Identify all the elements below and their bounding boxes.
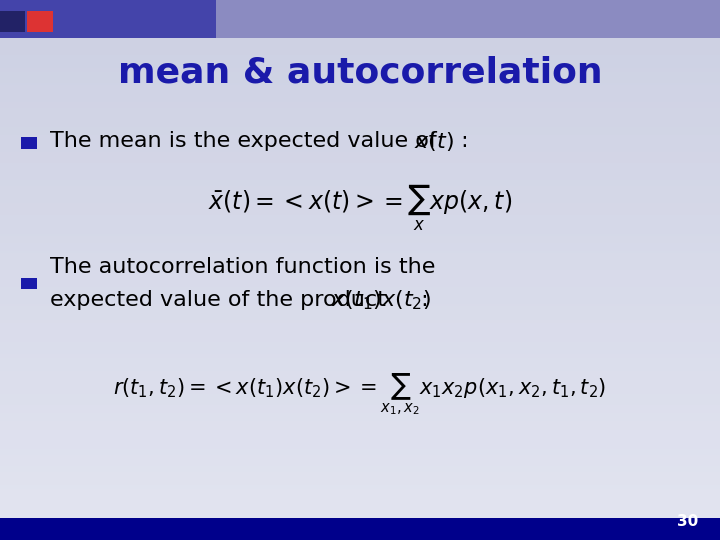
- Text: expected value of the product: expected value of the product: [50, 289, 393, 310]
- FancyBboxPatch shape: [27, 11, 53, 32]
- Text: The mean is the expected value of: The mean is the expected value of: [50, 131, 444, 152]
- FancyBboxPatch shape: [21, 137, 37, 149]
- Text: $\bar{x}(t) =< x(t) >= \sum_{x} xp(x,t)$: $\bar{x}(t) =< x(t) >= \sum_{x} xp(x,t)$: [208, 183, 512, 233]
- Text: :: :: [414, 289, 428, 310]
- Text: :: :: [454, 131, 468, 152]
- FancyBboxPatch shape: [216, 0, 720, 38]
- FancyBboxPatch shape: [0, 11, 25, 32]
- Text: 30: 30: [677, 514, 698, 529]
- Text: $x(t)$: $x(t)$: [414, 130, 454, 153]
- FancyBboxPatch shape: [0, 518, 720, 540]
- Text: $r(t_1,t_2) =< x(t_1)x(t_2) >= \sum_{x_1,x_2} x_1 x_2 p(x_1, x_2, t_1, t_2)$: $r(t_1,t_2) =< x(t_1)x(t_2) >= \sum_{x_1…: [113, 372, 607, 417]
- FancyBboxPatch shape: [0, 0, 720, 38]
- FancyBboxPatch shape: [21, 278, 37, 289]
- Text: $x(t_1)x(t_2)$: $x(t_1)x(t_2)$: [331, 288, 431, 312]
- Text: mean & autocorrelation: mean & autocorrelation: [117, 56, 603, 90]
- Text: The autocorrelation function is the: The autocorrelation function is the: [50, 257, 436, 278]
